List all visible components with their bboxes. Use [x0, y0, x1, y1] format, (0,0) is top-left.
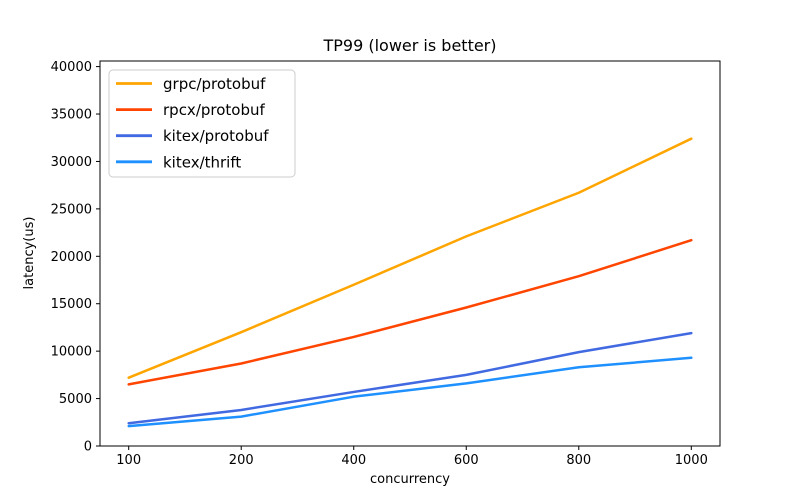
series-line-rpcx-protobuf [127, 238, 693, 386]
x-tick-label: 400 [341, 453, 366, 468]
legend-label-rpcx-protobuf: rpcx/protobuf [163, 101, 265, 119]
y-axis-label: latency(us) [22, 217, 37, 290]
x-tick-label: 100 [116, 453, 141, 468]
legend-box [108, 69, 296, 178]
x-axis-ticks: 100 200 400 600 800 1000 [116, 446, 708, 468]
y-tick-label: 40000 [51, 60, 92, 75]
y-axis-ticks: 0 5000 10000 15000 20000 25000 30000 35000 40000 [51, 60, 100, 455]
chart-title: TP99 (lower is better) [322, 36, 496, 55]
y-tick-label: 10000 [51, 345, 92, 360]
legend-label-kitex-protobuf: kitex/protobuf [163, 127, 269, 145]
plot-series [127, 137, 693, 428]
x-tick-label: 200 [229, 453, 254, 468]
legend-label-kitex-thrift: kitex/thrift [163, 153, 241, 171]
y-tick-label: 30000 [51, 155, 92, 170]
y-tick-label: 15000 [51, 297, 92, 312]
series-line-kitex-thrift [127, 356, 693, 428]
y-tick-label: 35000 [51, 108, 92, 123]
x-axis-label: concurrency [370, 472, 450, 487]
y-tick-label: 20000 [51, 250, 92, 265]
series-line-grpc-protobuf [127, 137, 693, 379]
y-tick-label: 0 [84, 440, 92, 455]
legend-label-grpc-protobuf: grpc/protobuf [163, 75, 266, 93]
y-tick-label: 25000 [51, 202, 92, 217]
x-tick-label: 1000 [675, 453, 708, 468]
series-line-kitex-protobuf [127, 331, 693, 425]
legend: grpc/protobuf rpcx/protobuf kitex/protobuf… [108, 69, 296, 178]
x-tick-label: 800 [566, 453, 591, 468]
y-tick-label: 5000 [59, 392, 92, 407]
x-tick-label: 600 [454, 453, 479, 468]
